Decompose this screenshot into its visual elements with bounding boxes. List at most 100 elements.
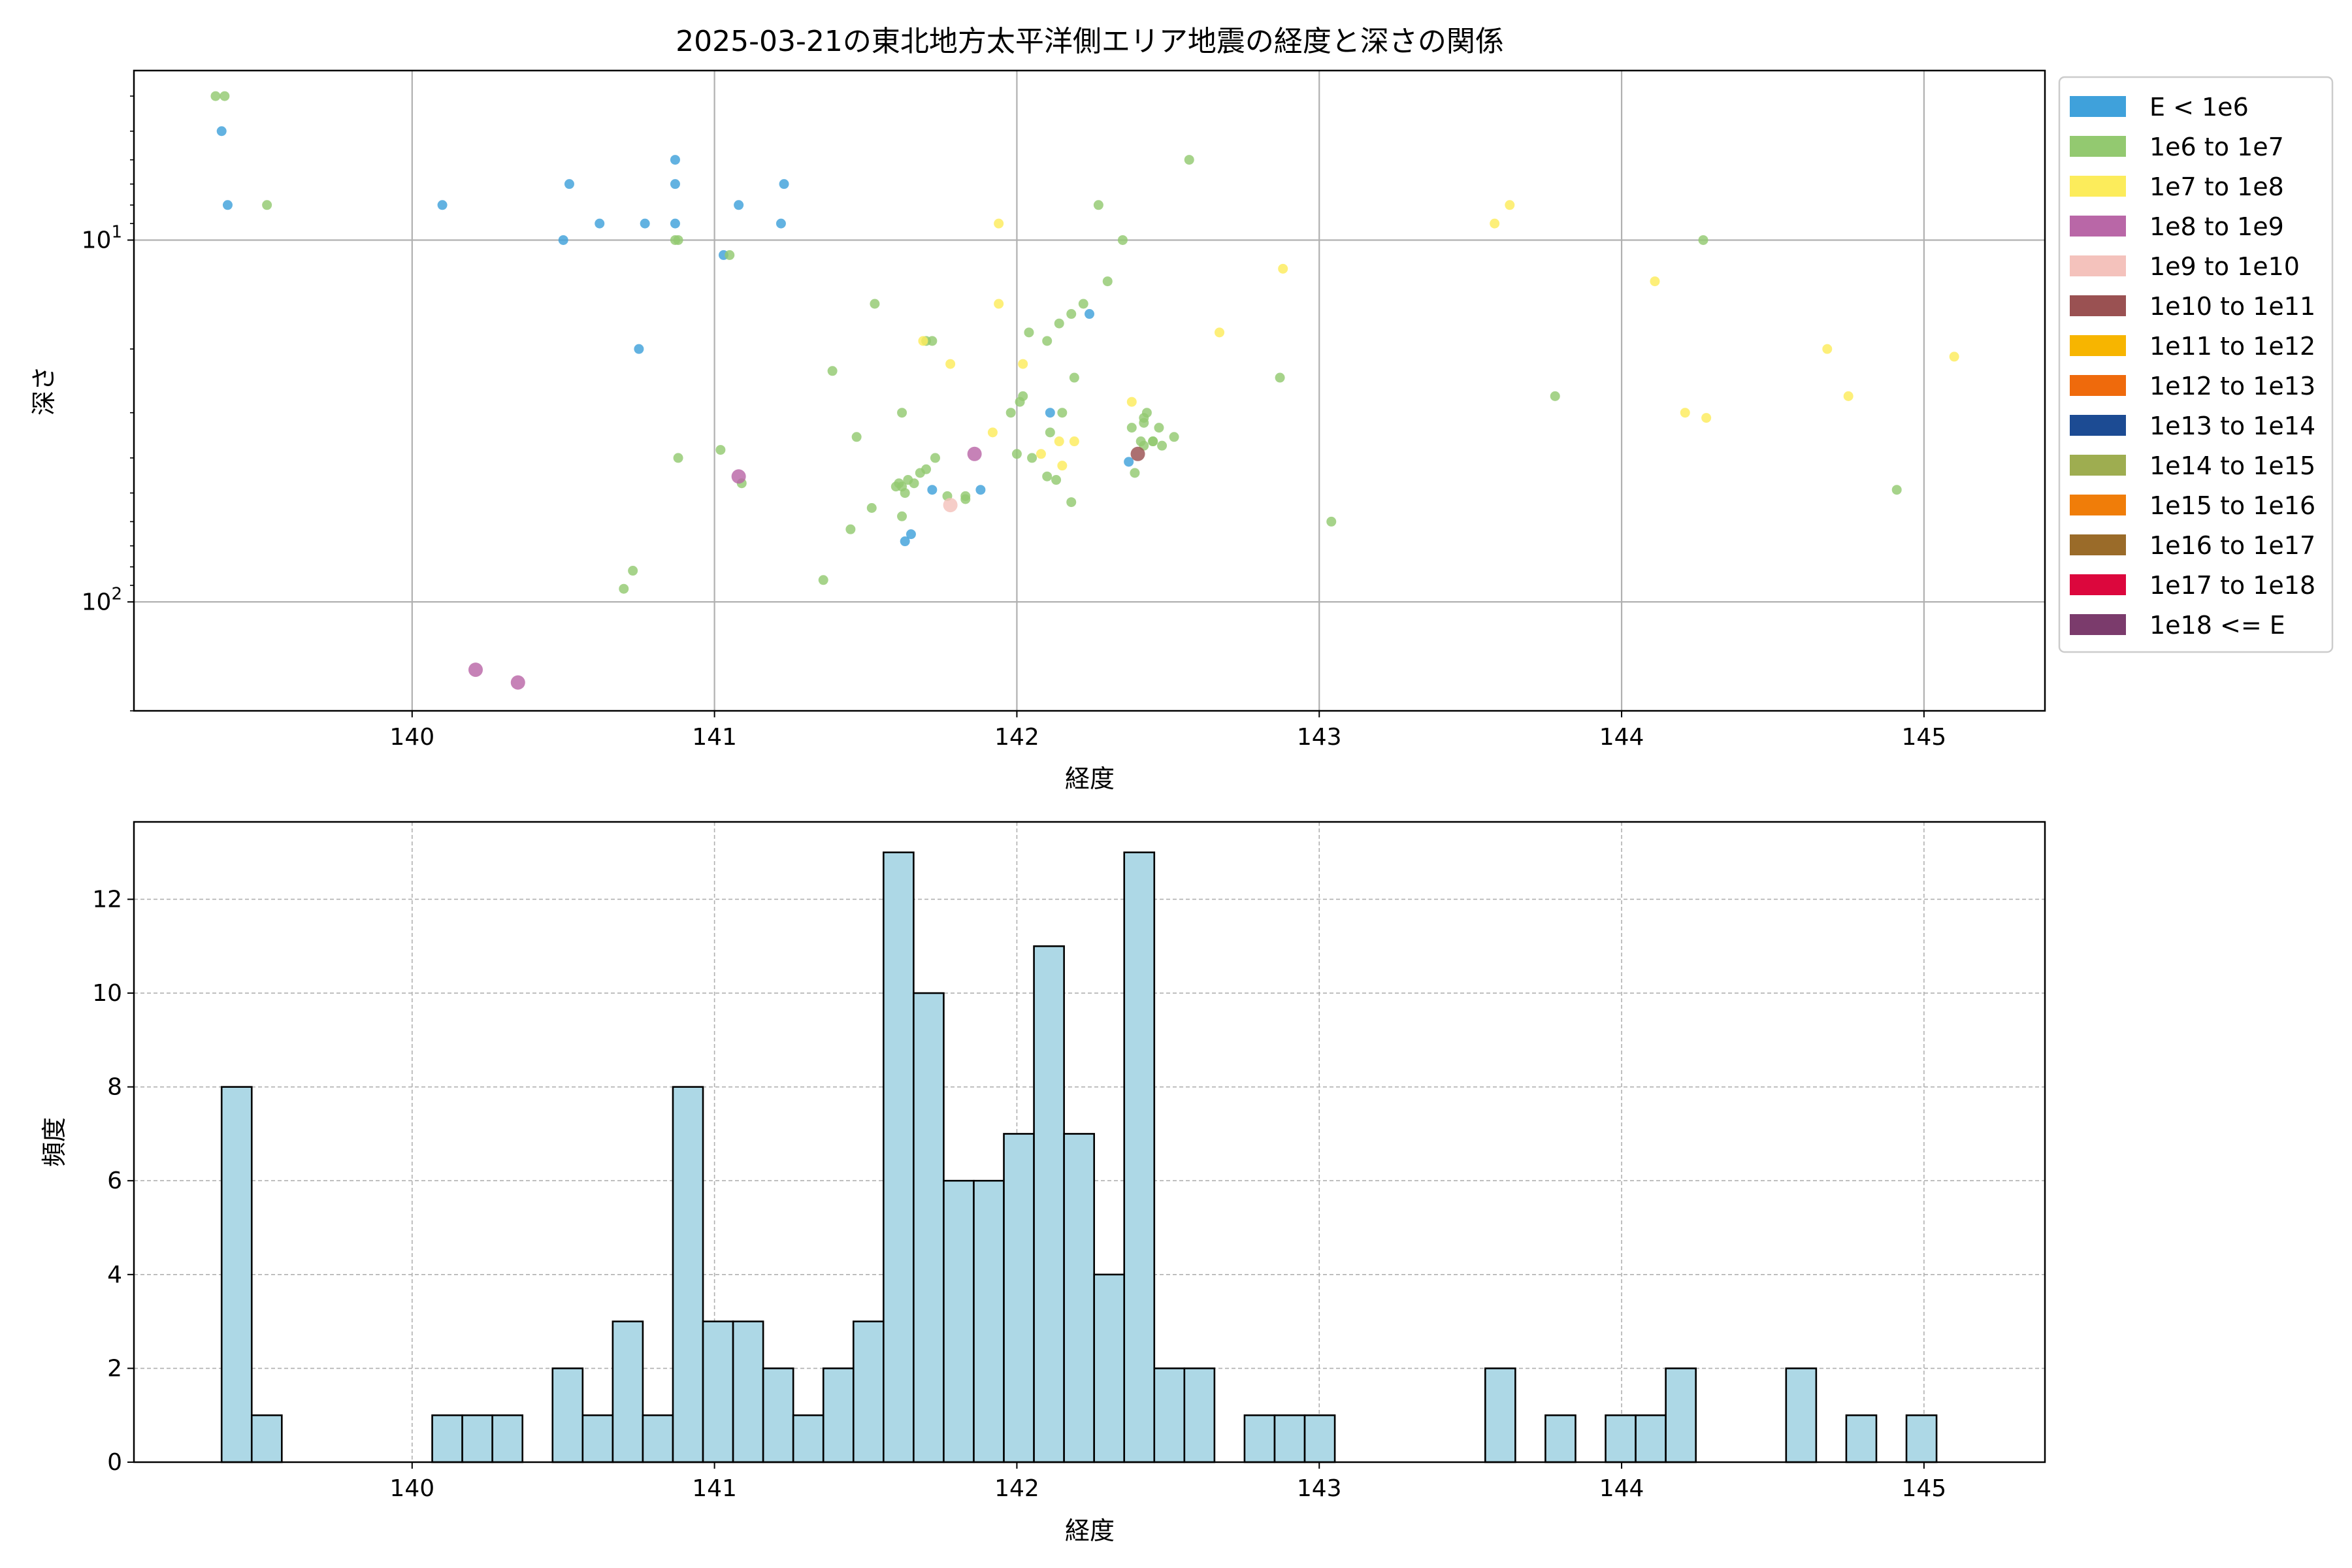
scatter-point xyxy=(558,235,568,245)
scatter-x-tick-label: 144 xyxy=(1599,724,1644,751)
scatter-point xyxy=(1154,423,1164,433)
histogram-bar xyxy=(1123,851,1156,1463)
histogram-y-label: 頻度 xyxy=(40,1117,69,1167)
histogram-bar xyxy=(943,1179,975,1463)
histogram-x-tick-label: 140 xyxy=(389,1475,434,1502)
legend-swatch xyxy=(2070,176,2126,197)
scatter-point xyxy=(1215,327,1225,338)
scatter-point xyxy=(1278,263,1288,274)
scatter-point xyxy=(1057,408,1068,418)
scatter-frame xyxy=(133,69,2046,712)
scatter-point xyxy=(670,155,680,165)
scatter-plot-area xyxy=(134,71,2045,711)
scatter-point xyxy=(1015,397,1025,407)
histogram-panel: 140 141 142 143 144 145 0 2 4 6 8 10 12 経度 頻度 xyxy=(40,821,2046,1545)
histogram-bar xyxy=(762,1367,794,1463)
legend-swatch xyxy=(2070,136,2126,157)
scatter-point xyxy=(1011,449,1022,459)
scatter-point xyxy=(1275,372,1285,383)
scatter-point xyxy=(1148,436,1158,447)
scatter-point xyxy=(1124,457,1134,467)
scatter-point xyxy=(870,299,880,309)
histogram-bar xyxy=(1605,1414,1637,1463)
histogram-bar xyxy=(1243,1414,1276,1463)
histogram-x-tick-label: 143 xyxy=(1297,1475,1342,1502)
legend-label: 1e12 to 1e13 xyxy=(2149,372,2315,400)
scatter-point xyxy=(918,336,928,346)
legend: E < 1e6 1e6 to 1e7 1e7 to 1e8 1e8 to 1e9 1e9… xyxy=(2058,76,2334,653)
legend-label: 1e11 to 1e12 xyxy=(2149,332,2315,361)
legend-label: 1e13 to 1e14 xyxy=(2149,412,2315,440)
scatter-point xyxy=(262,200,272,210)
scatter-point xyxy=(595,218,605,229)
scatter-point xyxy=(930,453,940,463)
histogram-bar xyxy=(551,1367,584,1463)
scatter-point xyxy=(1169,432,1179,442)
histogram-bar xyxy=(1153,1367,1186,1463)
histogram-bar xyxy=(220,1086,253,1463)
scatter-point xyxy=(1326,516,1337,527)
scatter-x-tick-label: 145 xyxy=(1902,724,1947,751)
histogram-bar xyxy=(822,1367,855,1463)
scatter-point xyxy=(1045,427,1055,438)
scatter-point xyxy=(1822,344,1833,354)
histogram-bar xyxy=(642,1414,674,1463)
histogram-bar xyxy=(1093,1273,1126,1463)
scatter-point xyxy=(628,566,638,576)
legend-label: 1e14 to 1e15 xyxy=(2149,451,2315,480)
histogram-bar xyxy=(672,1086,704,1463)
histogram-x-tick-label: 144 xyxy=(1599,1475,1644,1502)
histogram-x-tick-label: 145 xyxy=(1902,1475,1947,1502)
scatter-point xyxy=(818,575,828,585)
scatter-point xyxy=(866,502,877,513)
histogram-y-tick-label: 6 xyxy=(107,1168,122,1194)
histogram-y-tick-label: 4 xyxy=(107,1262,122,1288)
scatter-point xyxy=(890,482,901,492)
scatter-point xyxy=(906,529,916,540)
scatter-y-axis: 101 102 xyxy=(82,95,134,711)
scatter-point xyxy=(468,662,483,678)
scatter-point xyxy=(222,200,233,210)
scatter-point xyxy=(210,91,221,101)
scatter-point xyxy=(1036,449,1046,459)
scatter-point xyxy=(1680,408,1690,418)
scatter-point xyxy=(960,494,971,504)
legend-items: E < 1e6 1e6 to 1e7 1e7 to 1e8 1e8 to 1e9 1e9… xyxy=(2070,93,2315,640)
legend-swatch xyxy=(2070,335,2126,356)
scatter-point xyxy=(1057,461,1068,471)
scatter-point xyxy=(725,250,735,260)
histogram-y-tick-label: 12 xyxy=(92,886,122,913)
scatter-point xyxy=(897,408,907,418)
scatter-point xyxy=(1093,200,1103,210)
legend-label: 1e7 to 1e8 xyxy=(2149,172,2284,201)
scatter-point xyxy=(731,469,746,484)
legend-label: 1e15 to 1e16 xyxy=(2149,491,2315,520)
scatter-point xyxy=(900,536,910,547)
scatter-point xyxy=(845,524,856,534)
histogram-bar xyxy=(1003,1133,1035,1463)
scatter-point xyxy=(1490,218,1500,229)
scatter-point xyxy=(1066,497,1077,508)
scatter-point xyxy=(619,583,629,594)
histogram-bar xyxy=(1785,1367,1818,1463)
scatter-x-tick-label: 140 xyxy=(389,724,434,751)
scatter-point xyxy=(220,91,230,101)
scatter-point xyxy=(216,126,227,137)
legend-swatch xyxy=(2070,614,2126,635)
scatter-point xyxy=(1085,309,1094,319)
histogram-bar xyxy=(1635,1414,1667,1463)
legend-label: 1e8 to 1e9 xyxy=(2149,212,2284,241)
histogram-bar xyxy=(612,1320,644,1463)
scatter-point xyxy=(670,218,680,229)
legend-swatch xyxy=(2070,96,2126,117)
scatter-point xyxy=(994,218,1004,229)
scatter-point xyxy=(1024,327,1034,338)
scatter-point xyxy=(909,478,919,489)
scatter-x-tick-label: 143 xyxy=(1297,724,1342,751)
scatter-point xyxy=(827,366,838,376)
scatter-point xyxy=(640,218,650,229)
scatter-point xyxy=(1650,276,1660,287)
scatter-x-tick-label: 142 xyxy=(994,724,1039,751)
scatter-y-tick-label: 101 xyxy=(82,222,122,253)
scatter-point xyxy=(1157,440,1168,451)
